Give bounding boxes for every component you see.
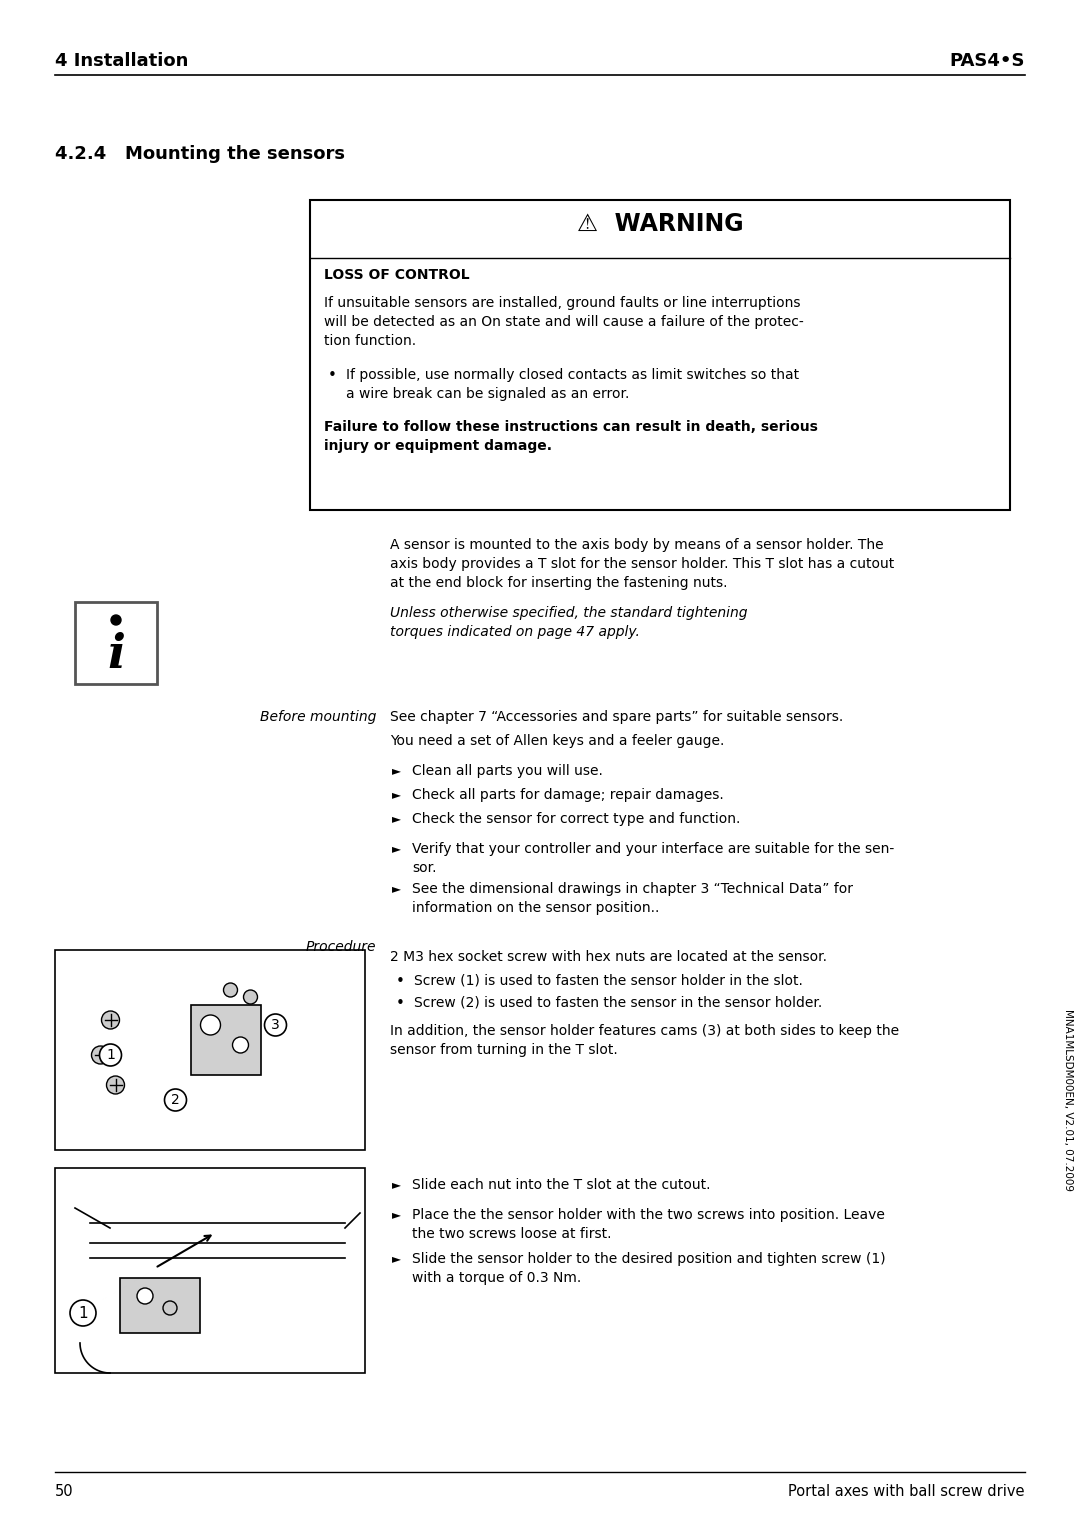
Text: If possible, use normally closed contacts as limit switches so that
a wire break: If possible, use normally closed contact… <box>346 368 799 400</box>
Circle shape <box>243 990 257 1004</box>
Text: See chapter 7 “Accessories and spare parts” for suitable sensors.: See chapter 7 “Accessories and spare par… <box>390 711 843 724</box>
Text: If unsuitable sensors are installed, ground faults or line interruptions
will be: If unsuitable sensors are installed, gro… <box>324 296 804 348</box>
Circle shape <box>107 1076 124 1094</box>
Circle shape <box>201 1015 220 1034</box>
Text: Before mounting: Before mounting <box>259 711 376 724</box>
Circle shape <box>232 1038 248 1053</box>
Text: ►: ► <box>392 764 401 778</box>
Text: ►: ► <box>392 1178 401 1190</box>
Text: Place the the sensor holder with the two screws into position. Leave
the two scr: Place the the sensor holder with the two… <box>411 1209 885 1241</box>
Text: •: • <box>396 973 405 989</box>
Text: ►: ► <box>392 842 401 856</box>
Text: Screw (2) is used to fasten the sensor in the sensor holder.: Screw (2) is used to fasten the sensor i… <box>414 996 822 1010</box>
Text: Slide the sensor holder to the desired position and tighten screw (1)
with a tor: Slide the sensor holder to the desired p… <box>411 1251 886 1285</box>
Text: ►: ► <box>392 882 401 895</box>
Bar <box>310 200 1010 510</box>
Bar <box>55 950 365 1151</box>
Text: 3: 3 <box>271 1018 280 1031</box>
Circle shape <box>164 1089 187 1111</box>
Text: i: i <box>107 633 125 678</box>
Text: 2 M3 hex socket screw with hex nuts are located at the sensor.: 2 M3 hex socket screw with hex nuts are … <box>390 950 827 964</box>
Circle shape <box>70 1300 96 1326</box>
Circle shape <box>163 1300 177 1316</box>
Text: 2: 2 <box>171 1093 180 1106</box>
Text: Clean all parts you will use.: Clean all parts you will use. <box>411 764 603 778</box>
Circle shape <box>265 1015 286 1036</box>
Bar <box>75 602 157 685</box>
Bar <box>55 1167 365 1374</box>
Text: 4.2.4   Mounting the sensors: 4.2.4 Mounting the sensors <box>55 145 345 163</box>
Text: ⚠  WARNING: ⚠ WARNING <box>577 212 743 235</box>
Text: PAS4•S: PAS4•S <box>949 52 1025 70</box>
Text: See the dimensional drawings in chapter 3 “Technical Data” for
information on th: See the dimensional drawings in chapter … <box>411 882 853 915</box>
Text: Check the sensor for correct type and function.: Check the sensor for correct type and fu… <box>411 811 741 827</box>
Text: A sensor is mounted to the axis body by means of a sensor holder. The
axis body : A sensor is mounted to the axis body by … <box>390 538 894 590</box>
Text: Unless otherwise specified, the standard tightening
torques indicated on page 47: Unless otherwise specified, the standard… <box>390 607 747 639</box>
Text: •: • <box>328 368 337 384</box>
Text: Portal axes with ball screw drive: Portal axes with ball screw drive <box>788 1484 1025 1499</box>
Circle shape <box>137 1288 153 1303</box>
Text: Slide each nut into the T slot at the cutout.: Slide each nut into the T slot at the cu… <box>411 1178 711 1192</box>
Text: Check all parts for damage; repair damages.: Check all parts for damage; repair damag… <box>411 788 724 802</box>
Text: 50: 50 <box>55 1484 73 1499</box>
Circle shape <box>102 1012 120 1028</box>
Circle shape <box>111 614 121 625</box>
Text: 1: 1 <box>78 1305 87 1320</box>
Text: ►: ► <box>392 788 401 801</box>
Text: MNA1MLSDM00EN, V2.01, 07.2009: MNA1MLSDM00EN, V2.01, 07.2009 <box>1063 1008 1074 1190</box>
Text: ►: ► <box>392 1251 401 1265</box>
Circle shape <box>99 1044 121 1067</box>
Text: ►: ► <box>392 1209 401 1221</box>
Text: •: • <box>396 996 405 1012</box>
Bar <box>190 1005 260 1076</box>
Text: LOSS OF CONTROL: LOSS OF CONTROL <box>324 267 470 283</box>
Text: Procedure: Procedure <box>306 940 376 953</box>
Text: Screw (1) is used to fasten the sensor holder in the slot.: Screw (1) is used to fasten the sensor h… <box>414 973 802 989</box>
Text: In addition, the sensor holder features cams (3) at both sides to keep the
senso: In addition, the sensor holder features … <box>390 1024 900 1057</box>
Bar <box>120 1277 200 1332</box>
Text: Failure to follow these instructions can result in death, serious
injury or equi: Failure to follow these instructions can… <box>324 420 818 452</box>
Circle shape <box>224 983 238 996</box>
Text: ►: ► <box>392 811 401 825</box>
Text: 4 Installation: 4 Installation <box>55 52 188 70</box>
Text: You need a set of Allen keys and a feeler gauge.: You need a set of Allen keys and a feele… <box>390 733 725 749</box>
Circle shape <box>92 1047 109 1063</box>
Text: Verify that your controller and your interface are suitable for the sen-
sor.: Verify that your controller and your int… <box>411 842 894 876</box>
Text: 1: 1 <box>106 1048 114 1062</box>
